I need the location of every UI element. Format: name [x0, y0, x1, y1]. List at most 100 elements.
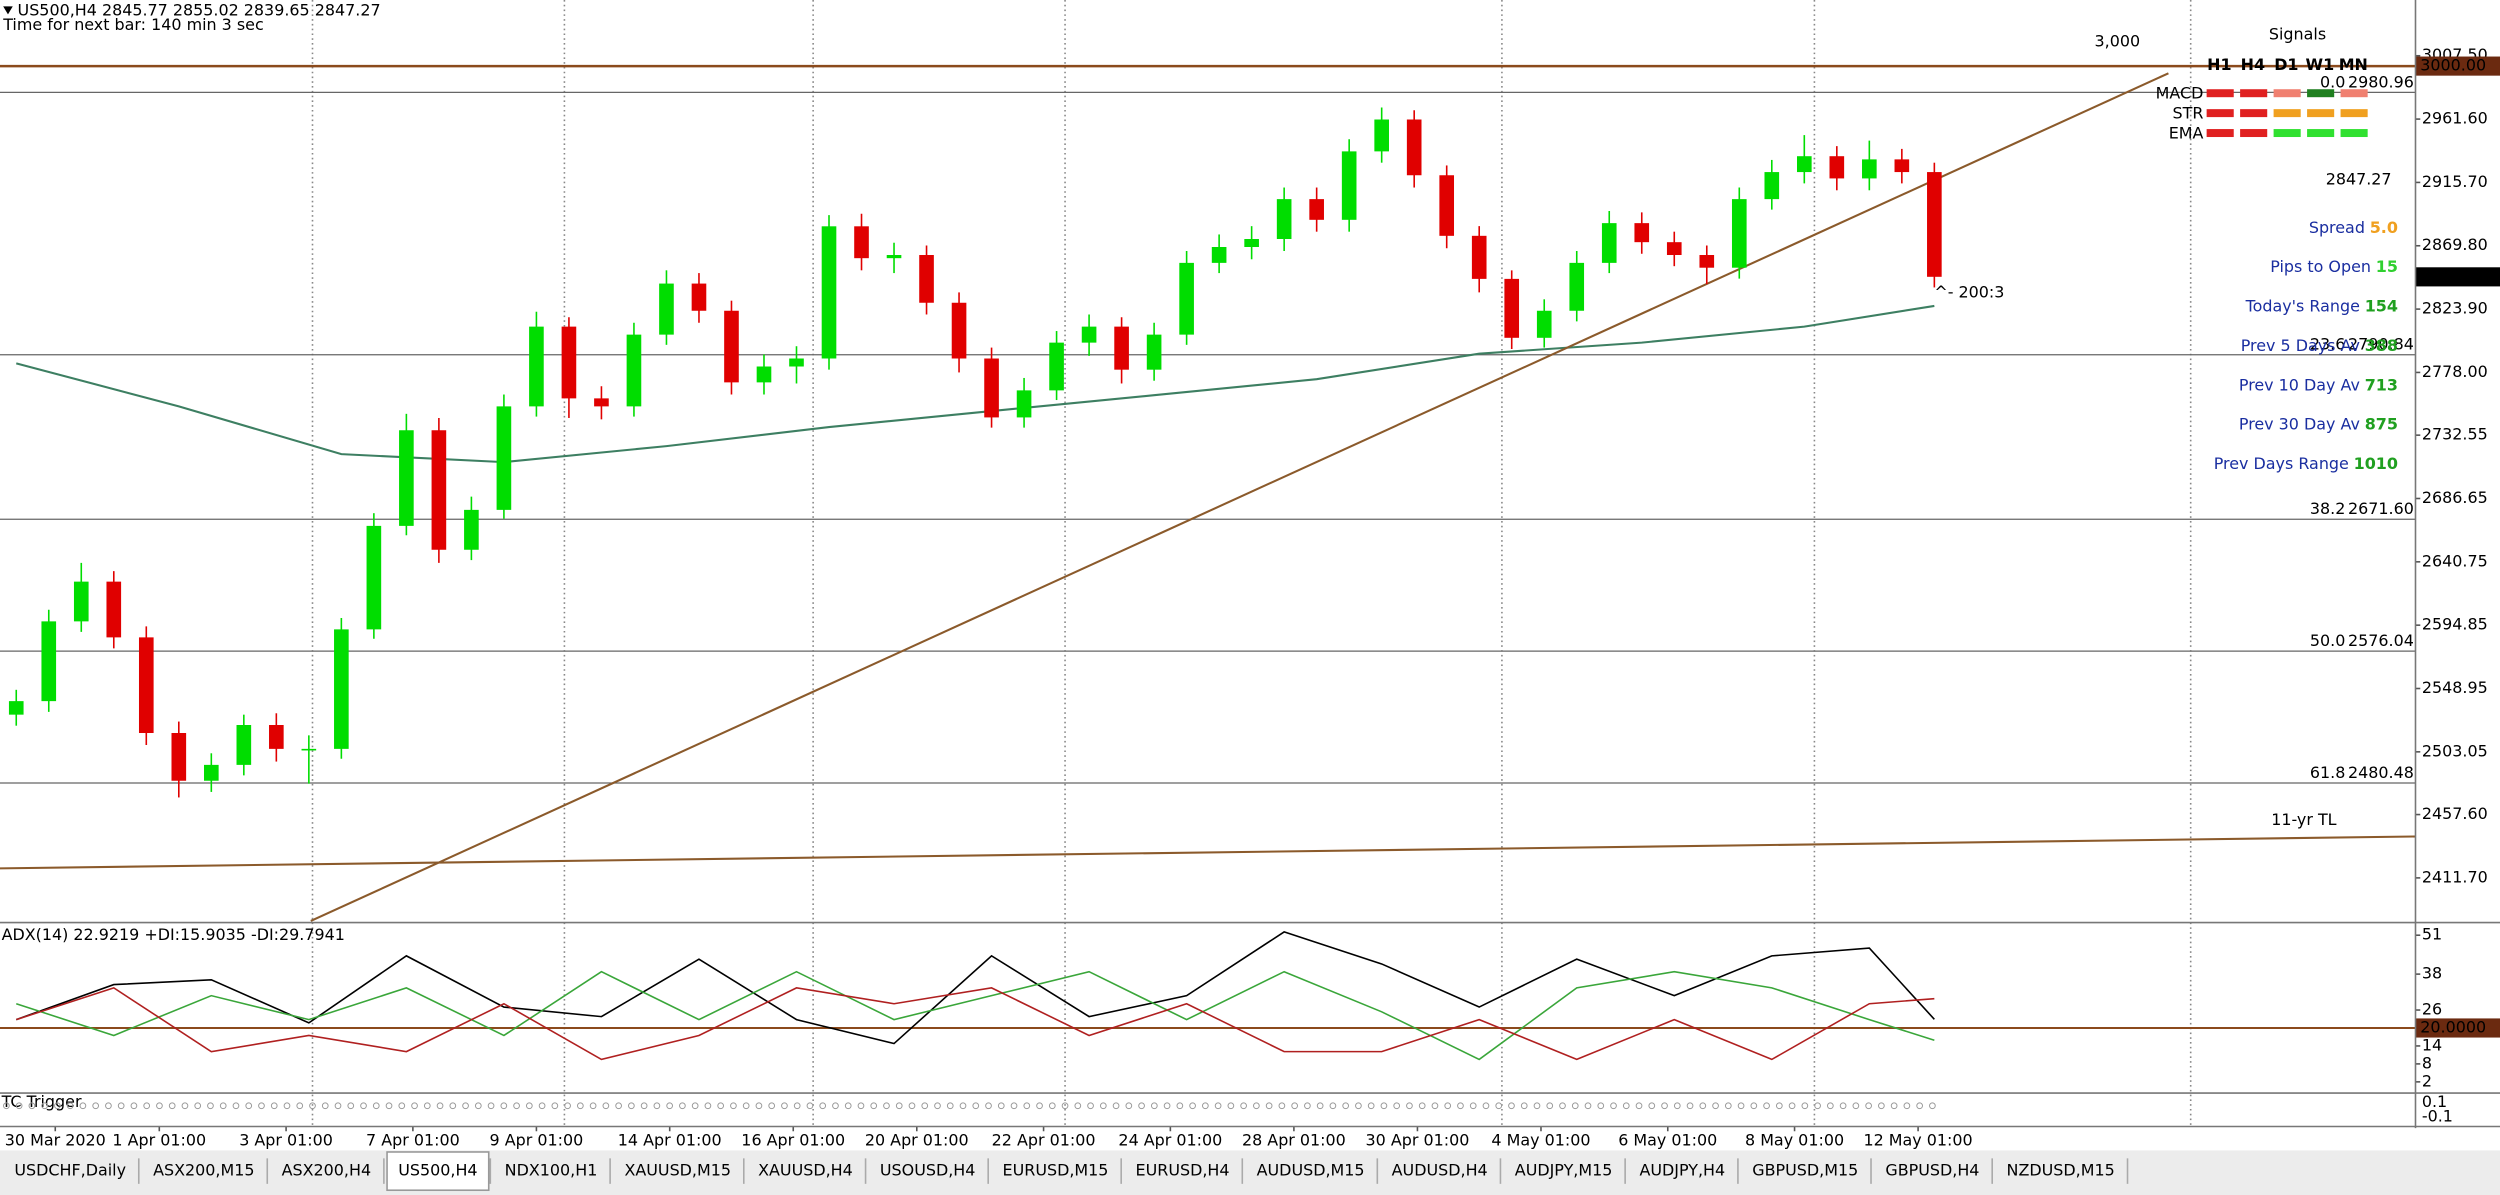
y-tick-label: 2503.05 — [2422, 741, 2488, 760]
candle-body — [1569, 262, 1585, 311]
trigger-dot — [1763, 1102, 1770, 1110]
candle-body — [1406, 119, 1422, 176]
info-value: 15 — [2376, 257, 2398, 276]
tab-label[interactable]: XAUUSD,M15 — [624, 1161, 731, 1180]
trigger-dot — [1661, 1102, 1668, 1110]
tab-label[interactable]: US500,H4 — [398, 1161, 477, 1180]
tab[interactable]: US500,H4 — [386, 1151, 492, 1192]
tab[interactable]: AUDJPY,M15 — [1503, 1151, 1626, 1191]
tab[interactable]: NDX100,H1 — [493, 1151, 611, 1191]
trigger-dot — [1265, 1102, 1273, 1110]
info-row: Spread 5.0 — [2309, 217, 2398, 236]
trigger-dot — [207, 1102, 214, 1110]
indicator-line — [15, 931, 1935, 1045]
tab[interactable]: NZDUSD,M15 — [1995, 1151, 2129, 1191]
candle-body — [334, 629, 349, 749]
trigger-dot — [1380, 1102, 1388, 1110]
tab[interactable]: XAUUSD,H4 — [746, 1151, 867, 1191]
info-value: 5.0 — [2370, 217, 2398, 236]
tab[interactable]: AUDJPY,H4 — [1628, 1151, 1739, 1191]
candle-body — [529, 326, 544, 407]
tab[interactable]: ASX200,M15 — [141, 1151, 269, 1191]
signal-row: EMA — [2169, 123, 2204, 142]
tab-label[interactable]: AUDUSD,M15 — [1257, 1161, 1365, 1180]
candle-body — [1862, 159, 1877, 179]
trigger-dot — [347, 1102, 355, 1110]
x-tick-label: 30 Apr 01:00 — [1366, 1130, 1470, 1149]
y-tick-label: 26 — [2422, 1000, 2442, 1019]
tab-label[interactable]: NZDUSD,M15 — [2007, 1161, 2115, 1180]
tab[interactable]: XAUUSD,M15 — [613, 1151, 745, 1191]
tab-label[interactable]: AUDJPY,M15 — [1515, 1161, 1613, 1180]
trigger-dot — [156, 1102, 163, 1110]
trigger-tick: -0.1 — [2422, 1106, 2453, 1125]
trigger-dot — [1036, 1102, 1043, 1110]
trigger-dot — [334, 1102, 342, 1110]
tab[interactable]: EURUSD,M15 — [991, 1151, 1122, 1191]
tab[interactable]: USOUSD,H4 — [868, 1151, 989, 1191]
x-tick-label: 3 Apr 01:00 — [239, 1130, 333, 1149]
trigger-dot — [538, 1102, 546, 1110]
signal-cell — [2307, 129, 2335, 138]
level-tag — [2415, 1018, 2500, 1038]
tab-label[interactable]: NDX100,H1 — [505, 1161, 598, 1180]
fib-ratio: 38.2 — [2310, 499, 2345, 518]
tab[interactable]: ASX200,H4 — [270, 1151, 385, 1191]
tab-label[interactable]: ASX200,M15 — [153, 1161, 254, 1180]
tab-background — [613, 1151, 743, 1191]
signal-column: W1 — [2306, 55, 2335, 74]
fib-ratio: 0.0 — [2320, 72, 2345, 91]
info-value: 875 — [2365, 414, 2398, 433]
info-value: 713 — [2365, 375, 2398, 394]
tab-background — [1245, 1151, 1376, 1191]
tab-label[interactable]: USDCHF,Daily — [14, 1161, 126, 1180]
y-tick-label: 2 — [2422, 1071, 2432, 1090]
trigger-dot — [1418, 1102, 1426, 1110]
y-tick-label: 14 — [2422, 1035, 2442, 1054]
trigger-dot — [1189, 1102, 1196, 1110]
tab[interactable]: USDCHF,Daily — [3, 1151, 140, 1191]
trigger-dot — [66, 1102, 74, 1110]
info-row: Prev 5 Days Av 388 — [2241, 335, 2398, 354]
trigger-dot — [857, 1102, 865, 1110]
candle-body — [366, 525, 382, 630]
candle-body — [659, 283, 674, 335]
trigger-dot — [1750, 1102, 1758, 1110]
tab-label[interactable]: XAUUSD,H4 — [758, 1161, 853, 1180]
candle-body — [821, 226, 837, 359]
trigger-dot — [1316, 1102, 1324, 1110]
tab[interactable]: EURUSD,H4 — [1124, 1151, 1244, 1191]
trigger-dot — [1482, 1102, 1490, 1110]
trigger-dot — [1712, 1102, 1719, 1110]
tab-label[interactable]: AUDUSD,H4 — [1392, 1161, 1488, 1180]
info-label: Prev 30 Day Av — [2239, 414, 2360, 433]
y-tick-label: 2548.95 — [2422, 678, 2488, 697]
trigger-dot — [1023, 1102, 1031, 1110]
trigger-dot — [1304, 1102, 1311, 1110]
tab-label[interactable]: AUDJPY,H4 — [1639, 1161, 1725, 1180]
trigger-dot — [972, 1102, 980, 1110]
trigger-dot — [921, 1102, 929, 1110]
candle-body — [269, 725, 284, 749]
trendline — [0, 835, 2416, 870]
tab[interactable]: AUDUSD,H4 — [1380, 1151, 1502, 1191]
tab-label[interactable]: EURUSD,H4 — [1136, 1161, 1230, 1180]
tab[interactable]: GBPUSD,H4 — [1874, 1151, 1994, 1191]
info-label: Spread — [2309, 217, 2365, 236]
candle-body — [1244, 238, 1259, 248]
tab[interactable]: AUDUSD,M15 — [1245, 1151, 1379, 1191]
trigger-dot — [1227, 1102, 1235, 1110]
info-label: Today's Range — [2245, 296, 2360, 315]
y-tick-label: 2411.70 — [2422, 867, 2488, 886]
trigger-dot — [283, 1102, 291, 1110]
tab[interactable]: GBPUSD,M15 — [1741, 1151, 1872, 1191]
trigger-dot — [666, 1102, 673, 1110]
candle-body — [301, 748, 317, 751]
y-tick-label: 2823.90 — [2422, 299, 2488, 318]
tab-label[interactable]: ASX200,H4 — [282, 1161, 371, 1180]
tab-label[interactable]: GBPUSD,M15 — [1752, 1161, 1858, 1180]
tab-label[interactable]: USOUSD,H4 — [880, 1161, 976, 1180]
tab-label[interactable]: GBPUSD,H4 — [1885, 1161, 1979, 1180]
candle-body — [561, 326, 577, 399]
tab-label[interactable]: EURUSD,M15 — [1003, 1161, 1109, 1180]
